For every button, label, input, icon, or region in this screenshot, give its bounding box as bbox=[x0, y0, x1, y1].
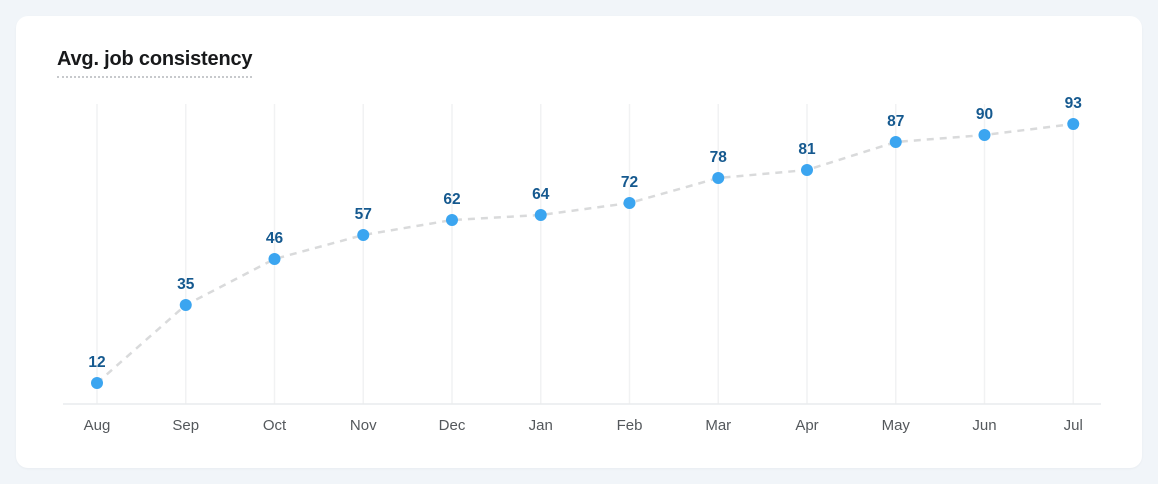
chart-card: Avg. job consistency 12 35 46 57 62 64 72 78 81 8… bbox=[16, 16, 1142, 468]
data-point[interactable] bbox=[534, 209, 547, 221]
x-tick-label: Jul bbox=[1064, 417, 1083, 434]
x-tick-label: Dec bbox=[439, 417, 466, 434]
point-value-label: 12 bbox=[88, 354, 105, 371]
x-tick-label: May bbox=[882, 417, 911, 434]
series-line bbox=[96, 122, 1074, 384]
x-tick-label: Aug bbox=[84, 417, 111, 434]
point-value-label: 93 bbox=[1065, 95, 1083, 112]
data-point[interactable] bbox=[889, 136, 902, 148]
x-tick-label: Mar bbox=[705, 417, 731, 434]
point-value-label: 90 bbox=[976, 106, 993, 123]
point-value-label: 81 bbox=[798, 141, 816, 158]
x-tick-label: Sep bbox=[172, 417, 199, 434]
chart-title[interactable]: Avg. job consistency bbox=[57, 48, 253, 78]
point-value-label: 57 bbox=[355, 206, 372, 223]
data-point[interactable] bbox=[623, 197, 636, 209]
data-point[interactable] bbox=[1067, 118, 1080, 130]
point-value-label: 78 bbox=[710, 149, 728, 166]
x-tick-label: Jan bbox=[529, 417, 553, 434]
point-value-label: 62 bbox=[443, 191, 460, 208]
data-point[interactable] bbox=[357, 229, 370, 241]
point-value-label: 35 bbox=[177, 276, 195, 293]
data-point[interactable] bbox=[179, 299, 192, 311]
x-tick-label: Feb bbox=[617, 417, 643, 434]
data-point[interactable] bbox=[446, 214, 458, 226]
point-value-label: 72 bbox=[621, 174, 638, 191]
x-tick-label: Apr bbox=[795, 417, 818, 434]
data-point[interactable] bbox=[712, 172, 725, 184]
data-point[interactable] bbox=[801, 164, 813, 176]
line-chart: 12 35 46 57 62 64 72 78 81 87 90 93 Aug Sep Oct Nov Dec J… bbox=[63, 95, 1101, 434]
x-tick-label: Nov bbox=[350, 417, 377, 434]
x-tick-label: Jun bbox=[972, 417, 996, 434]
data-point[interactable] bbox=[978, 129, 991, 141]
point-value-label: 64 bbox=[532, 186, 550, 203]
data-point[interactable] bbox=[91, 377, 103, 389]
data-point[interactable] bbox=[268, 253, 281, 265]
x-tick-label: Oct bbox=[263, 417, 287, 434]
point-value-label: 87 bbox=[887, 113, 904, 130]
point-value-label: 46 bbox=[266, 230, 284, 247]
